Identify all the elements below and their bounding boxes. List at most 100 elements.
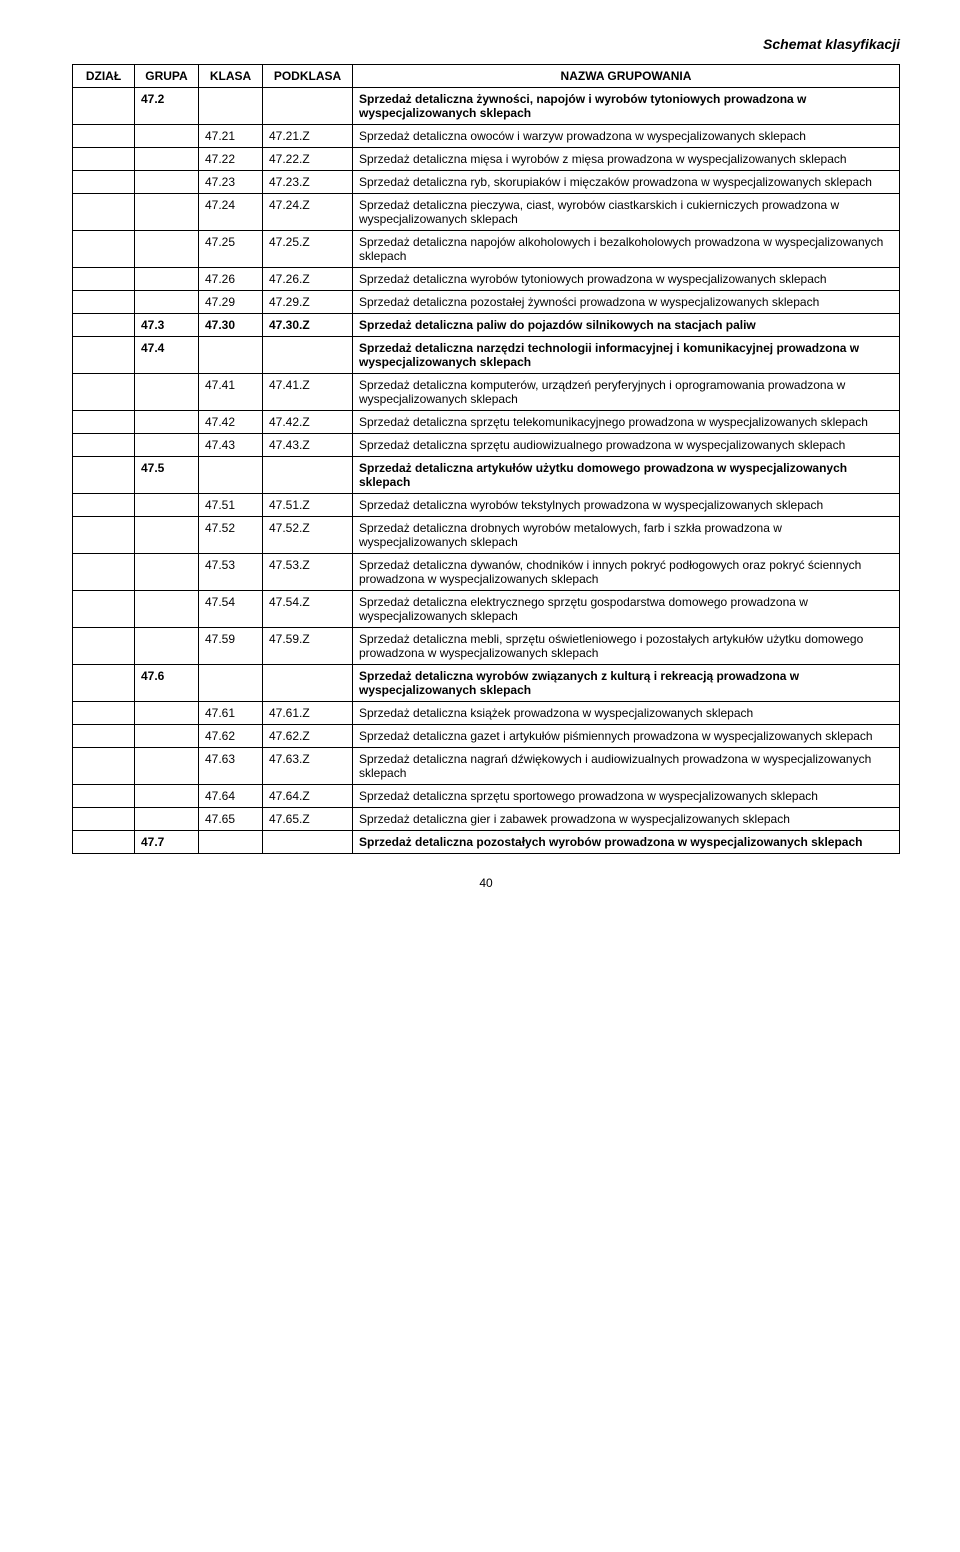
cell-podklasa: 47.52.Z (263, 517, 353, 554)
cell-grupa (135, 785, 199, 808)
cell-dzial (73, 554, 135, 591)
header-nazwa: NAZWA GRUPOWANIA (353, 65, 900, 88)
cell-nazwa: Sprzedaż detaliczna pieczywa, ciast, wyr… (353, 194, 900, 231)
header-podklasa: PODKLASA (263, 65, 353, 88)
cell-nazwa: Sprzedaż detaliczna książek prowadzona w… (353, 702, 900, 725)
cell-nazwa: Sprzedaż detaliczna drobnych wyrobów met… (353, 517, 900, 554)
cell-podklasa: 47.21.Z (263, 125, 353, 148)
cell-grupa: 47.3 (135, 314, 199, 337)
table-header-row: DZIAŁ GRUPA KLASA PODKLASA NAZWA GRUPOWA… (73, 65, 900, 88)
cell-klasa (199, 88, 263, 125)
cell-podklasa: 47.23.Z (263, 171, 353, 194)
cell-podklasa: 47.63.Z (263, 748, 353, 785)
cell-nazwa: Sprzedaż detaliczna komputerów, urządzeń… (353, 374, 900, 411)
cell-dzial (73, 628, 135, 665)
cell-nazwa: Sprzedaż detaliczna nagrań dźwiękowych i… (353, 748, 900, 785)
cell-nazwa: Sprzedaż detaliczna pozostałej żywności … (353, 291, 900, 314)
table-row: 47.4147.41.ZSprzedaż detaliczna komputer… (73, 374, 900, 411)
cell-podklasa: 47.59.Z (263, 628, 353, 665)
table-row: 47.6547.65.ZSprzedaż detaliczna gier i z… (73, 808, 900, 831)
cell-grupa (135, 748, 199, 785)
cell-klasa (199, 337, 263, 374)
cell-grupa (135, 374, 199, 411)
cell-klasa: 47.43 (199, 434, 263, 457)
cell-nazwa: Sprzedaż detaliczna sprzętu audiowizualn… (353, 434, 900, 457)
cell-grupa (135, 434, 199, 457)
cell-nazwa: Sprzedaż detaliczna mięsa i wyrobów z mi… (353, 148, 900, 171)
cell-podklasa: 47.41.Z (263, 374, 353, 411)
cell-nazwa: Sprzedaż detaliczna wyrobów związanych z… (353, 665, 900, 702)
cell-dzial (73, 517, 135, 554)
cell-podklasa (263, 337, 353, 374)
cell-podklasa: 47.30.Z (263, 314, 353, 337)
cell-nazwa: Sprzedaż detaliczna gazet i artykułów pi… (353, 725, 900, 748)
table-body: 47.2Sprzedaż detaliczna żywności, napojó… (73, 88, 900, 854)
cell-dzial (73, 268, 135, 291)
cell-klasa: 47.22 (199, 148, 263, 171)
cell-podklasa: 47.24.Z (263, 194, 353, 231)
cell-podklasa: 47.61.Z (263, 702, 353, 725)
cell-nazwa: Sprzedaż detaliczna ryb, skorupiaków i m… (353, 171, 900, 194)
table-row: 47.2447.24.ZSprzedaż detaliczna pieczywa… (73, 194, 900, 231)
cell-grupa (135, 291, 199, 314)
cell-grupa (135, 725, 199, 748)
table-row: 47.6247.62.ZSprzedaż detaliczna gazet i … (73, 725, 900, 748)
cell-nazwa: Sprzedaż detaliczna pozostałych wyrobów … (353, 831, 900, 854)
cell-klasa: 47.64 (199, 785, 263, 808)
table-row: 47.4347.43.ZSprzedaż detaliczna sprzętu … (73, 434, 900, 457)
cell-podklasa: 47.54.Z (263, 591, 353, 628)
cell-nazwa: Sprzedaż detaliczna gier i zabawek prowa… (353, 808, 900, 831)
cell-grupa (135, 148, 199, 171)
cell-nazwa: Sprzedaż detaliczna sprzętu telekomunika… (353, 411, 900, 434)
table-row: 47.5347.53.ZSprzedaż detaliczna dywanów,… (73, 554, 900, 591)
cell-klasa: 47.26 (199, 268, 263, 291)
cell-dzial (73, 808, 135, 831)
header-klasa: KLASA (199, 65, 263, 88)
cell-dzial (73, 148, 135, 171)
cell-nazwa: Sprzedaż detaliczna wyrobów tytoniowych … (353, 268, 900, 291)
cell-grupa (135, 411, 199, 434)
cell-dzial (73, 494, 135, 517)
cell-dzial (73, 748, 135, 785)
cell-klasa: 47.51 (199, 494, 263, 517)
cell-klasa: 47.62 (199, 725, 263, 748)
table-row: 47.2147.21.ZSprzedaż detaliczna owoców i… (73, 125, 900, 148)
table-row: 47.2347.23.ZSprzedaż detaliczna ryb, sko… (73, 171, 900, 194)
cell-podklasa: 47.53.Z (263, 554, 353, 591)
cell-grupa (135, 194, 199, 231)
cell-nazwa: Sprzedaż detaliczna mebli, sprzętu oświe… (353, 628, 900, 665)
cell-nazwa: Sprzedaż detaliczna paliw do pojazdów si… (353, 314, 900, 337)
cell-podklasa (263, 665, 353, 702)
cell-grupa (135, 268, 199, 291)
cell-nazwa: Sprzedaż detaliczna artykułów użytku dom… (353, 457, 900, 494)
cell-podklasa: 47.26.Z (263, 268, 353, 291)
cell-dzial (73, 194, 135, 231)
cell-nazwa: Sprzedaż detaliczna narzędzi technologii… (353, 337, 900, 374)
cell-grupa (135, 554, 199, 591)
cell-podklasa (263, 457, 353, 494)
header-grupa: GRUPA (135, 65, 199, 88)
table-row: 47.2Sprzedaż detaliczna żywności, napojó… (73, 88, 900, 125)
cell-podklasa (263, 831, 353, 854)
cell-dzial (73, 591, 135, 628)
cell-grupa (135, 808, 199, 831)
cell-dzial (73, 337, 135, 374)
cell-grupa: 47.7 (135, 831, 199, 854)
table-row: 47.4247.42.ZSprzedaż detaliczna sprzętu … (73, 411, 900, 434)
classification-table: DZIAŁ GRUPA KLASA PODKLASA NAZWA GRUPOWA… (72, 64, 900, 854)
table-row: 47.6Sprzedaż detaliczna wyrobów związany… (73, 665, 900, 702)
cell-podklasa: 47.65.Z (263, 808, 353, 831)
cell-nazwa: Sprzedaż detaliczna dywanów, chodników i… (353, 554, 900, 591)
cell-dzial (73, 231, 135, 268)
cell-klasa: 47.41 (199, 374, 263, 411)
cell-klasa: 47.52 (199, 517, 263, 554)
cell-podklasa: 47.22.Z (263, 148, 353, 171)
table-row: 47.5447.54.ZSprzedaż detaliczna elektryc… (73, 591, 900, 628)
cell-nazwa: Sprzedaż detaliczna owoców i warzyw prow… (353, 125, 900, 148)
table-row: 47.5147.51.ZSprzedaż detaliczna wyrobów … (73, 494, 900, 517)
table-row: 47.2947.29.ZSprzedaż detaliczna pozostał… (73, 291, 900, 314)
cell-dzial (73, 457, 135, 494)
page: Schemat klasyfikacji DZIAŁ GRUPA KLASA P… (0, 0, 960, 918)
cell-dzial (73, 702, 135, 725)
cell-dzial (73, 125, 135, 148)
